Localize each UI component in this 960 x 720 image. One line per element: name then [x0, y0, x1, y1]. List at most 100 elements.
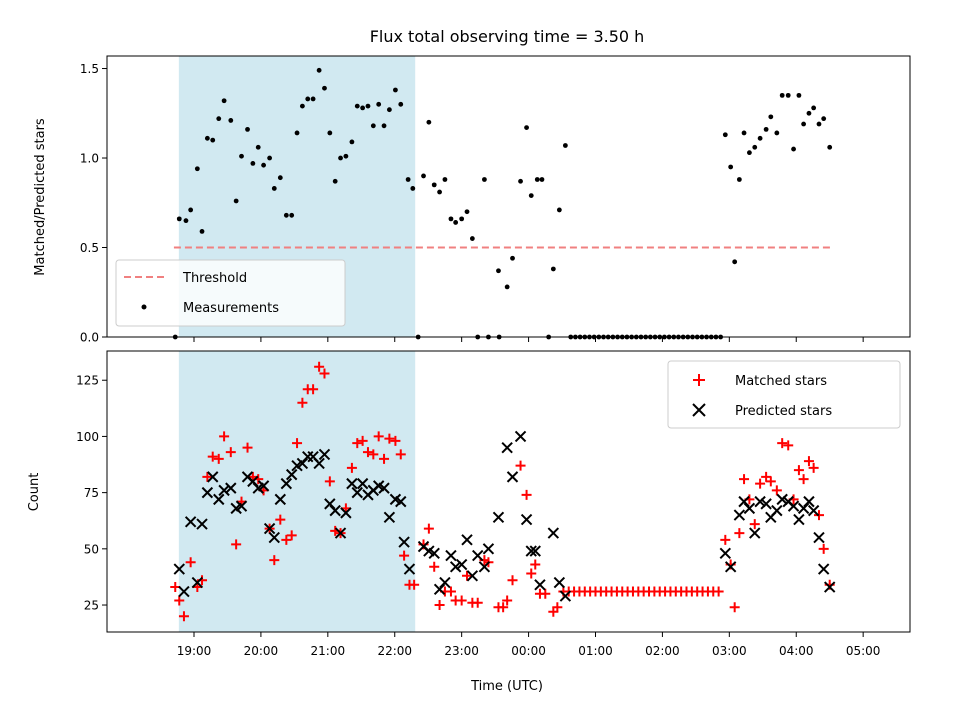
- predicted-star-point: [213, 493, 225, 506]
- measurement-point: [534, 177, 540, 182]
- matched-star-point: [174, 595, 185, 606]
- predicted-star-point: [813, 531, 825, 544]
- y-tick-label: 125: [76, 374, 99, 388]
- measurement-point: [459, 216, 465, 222]
- measurement-point: [199, 229, 205, 234]
- predicted-star-point: [178, 585, 190, 598]
- measurement-point: [289, 212, 295, 218]
- predicted-star-point: [439, 576, 451, 589]
- matched-star-point: [749, 519, 760, 530]
- measurement-point: [524, 125, 529, 130]
- measurement-point: [365, 103, 371, 109]
- measurement-point: [410, 186, 416, 191]
- predicted-star-point: [472, 549, 484, 562]
- predicted-star-point: [218, 484, 230, 497]
- measurement-point: [299, 103, 305, 109]
- bottom-panel: 25 50 75 100 125 19:00 20:00 21:00 22:00 23:00 00…: [27, 350, 911, 694]
- matched-star-point: [308, 384, 319, 395]
- measurement-point: [510, 255, 515, 261]
- predicted-star-point: [257, 480, 270, 492]
- measurement-point: [239, 153, 244, 159]
- matched-star-point: [530, 559, 541, 570]
- measurement-point: [442, 177, 448, 182]
- measurement-point: [386, 107, 392, 113]
- matched-star-point: [521, 489, 532, 500]
- measurement-point: [322, 85, 327, 91]
- bottom-legend-box: [667, 360, 901, 429]
- measurement-point: [310, 96, 316, 102]
- matched-star-point: [379, 453, 390, 464]
- y-tick-label: 1.5: [80, 62, 99, 76]
- measurement-point: [338, 155, 343, 161]
- predicted-star-point: [724, 561, 737, 573]
- matched-star-point: [178, 611, 189, 622]
- measurement-point: [343, 153, 349, 159]
- measurement-point: [732, 259, 738, 265]
- measurement-point: [469, 236, 475, 241]
- matched-star-point: [729, 602, 740, 613]
- bottom-axes-frame: [106, 350, 911, 633]
- measurement-point: [354, 103, 360, 109]
- matched-star-point: [395, 449, 406, 460]
- matched-star-point: [202, 471, 213, 482]
- x-tick-label: 20:00: [244, 644, 279, 658]
- predicted-star-point: [403, 563, 416, 575]
- matched-star-point: [242, 442, 253, 453]
- matched-star-point: [297, 397, 308, 408]
- matched-star-point: [231, 539, 242, 550]
- matched-star-point: [207, 451, 218, 462]
- x-axis-label: Time (UTC): [470, 679, 543, 694]
- measurement-point: [437, 189, 442, 195]
- predicted-star-point: [553, 576, 566, 589]
- predicted-star-point: [803, 495, 815, 508]
- predicted-stars-series: [173, 430, 836, 602]
- measurement-point: [736, 177, 742, 182]
- predicted-star-point: [395, 495, 407, 508]
- measurement-point: [381, 123, 387, 129]
- matched-star-point: [507, 575, 518, 586]
- predicted-star-point: [478, 561, 491, 573]
- matched-star-point: [456, 595, 467, 606]
- measurement-point: [405, 177, 411, 182]
- predicted-star-point: [313, 457, 325, 470]
- predicted-star-point: [191, 576, 204, 589]
- measurement-point: [768, 114, 774, 120]
- predicted-star-point: [378, 482, 390, 494]
- predicted-star-point: [760, 498, 772, 510]
- predicted-star-point: [263, 522, 276, 535]
- predicted-star-point: [514, 430, 527, 443]
- x-tick-label: 02:00: [645, 644, 680, 658]
- x-tick-label: 03:00: [712, 644, 747, 658]
- predicted-star-point: [280, 477, 293, 490]
- measurement-point: [785, 92, 791, 98]
- matched-star-point: [515, 460, 526, 471]
- measurement-point: [294, 130, 300, 136]
- matched-star-point: [357, 435, 368, 446]
- top-y-axis-label: Matched/Predicted stars: [33, 118, 48, 276]
- measurement-point: [562, 143, 568, 148]
- measurement-point: [811, 105, 817, 111]
- predicted-star-point: [807, 504, 820, 517]
- predicted-star-point: [534, 579, 546, 591]
- measurement-point: [496, 268, 501, 274]
- predicted-star-point: [547, 527, 560, 539]
- matched-star-point: [755, 478, 766, 489]
- measurement-point: [504, 284, 510, 290]
- matched-star-point: [314, 361, 325, 372]
- matched-star-point: [783, 440, 794, 451]
- measurement-point: [305, 96, 311, 102]
- top-y-ticks: 0.0 0.5 1.0 1.5: [80, 62, 107, 345]
- predicted-star-point: [733, 509, 746, 521]
- matched-star-point: [281, 534, 292, 545]
- matched-star-point: [771, 485, 782, 496]
- matched-star-point: [777, 438, 788, 449]
- predicted-star-point: [351, 486, 363, 499]
- matched-star-point: [808, 462, 819, 473]
- predicted-star-point: [268, 531, 280, 544]
- matched-star-point: [225, 447, 236, 458]
- predicted-star-point: [455, 558, 468, 571]
- matched-star-point: [368, 449, 379, 460]
- measurement-point: [194, 166, 200, 172]
- legend-predicted-label: Predicted stars: [735, 404, 832, 419]
